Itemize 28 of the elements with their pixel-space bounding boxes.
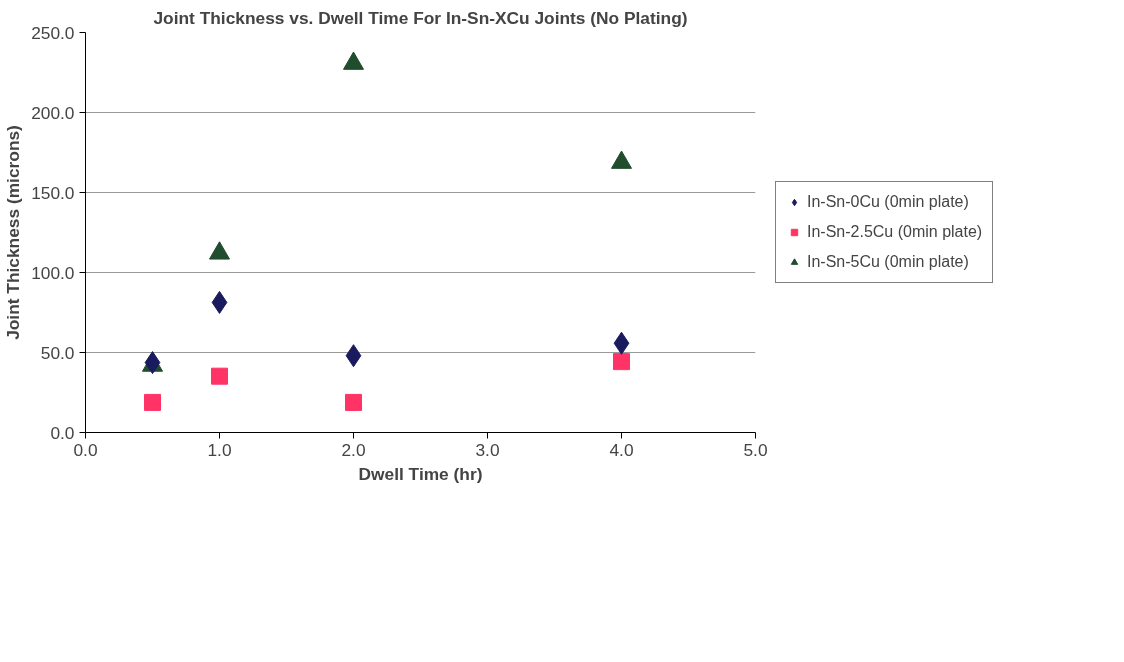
x-tick-label: 5.0 <box>743 439 768 460</box>
legend-label: In-Sn-5Cu (0min plate) <box>807 253 969 271</box>
point <box>211 367 228 385</box>
y-tick-label: 250.0 <box>31 22 75 43</box>
point <box>211 290 228 314</box>
y-tick-label: 50.0 <box>40 342 75 363</box>
y-tick-label: 150.0 <box>31 182 75 203</box>
x-tick-label: 2.0 <box>341 439 366 460</box>
x-tick-label: 3.0 <box>475 439 500 460</box>
y-axis-title: Joint Thickness (microns) <box>3 125 24 340</box>
x-tick-label: 0.0 <box>73 439 98 460</box>
x-axis-title: Dwell Time (hr) <box>358 463 483 484</box>
point <box>209 241 230 260</box>
point <box>613 331 630 355</box>
legend-label: In-Sn-0Cu (0min plate) <box>807 193 969 211</box>
x-tick-label: 4.0 <box>609 439 634 460</box>
point <box>345 344 362 368</box>
chart-title: Joint Thickness vs. Dwell Time For In-Sn-XCu Joints (No Plating) <box>153 7 688 28</box>
point <box>611 150 632 169</box>
y-tick-label: 100.0 <box>31 262 75 283</box>
legend-label: In-Sn-2.5Cu (0min plate) <box>807 223 983 241</box>
point <box>345 393 362 411</box>
point <box>144 393 161 411</box>
y-tick-label: 0.0 <box>50 422 75 443</box>
point <box>613 353 630 371</box>
point <box>343 51 364 70</box>
y-tick-label: 200.0 <box>31 102 75 123</box>
x-tick-label: 1.0 <box>207 439 232 460</box>
